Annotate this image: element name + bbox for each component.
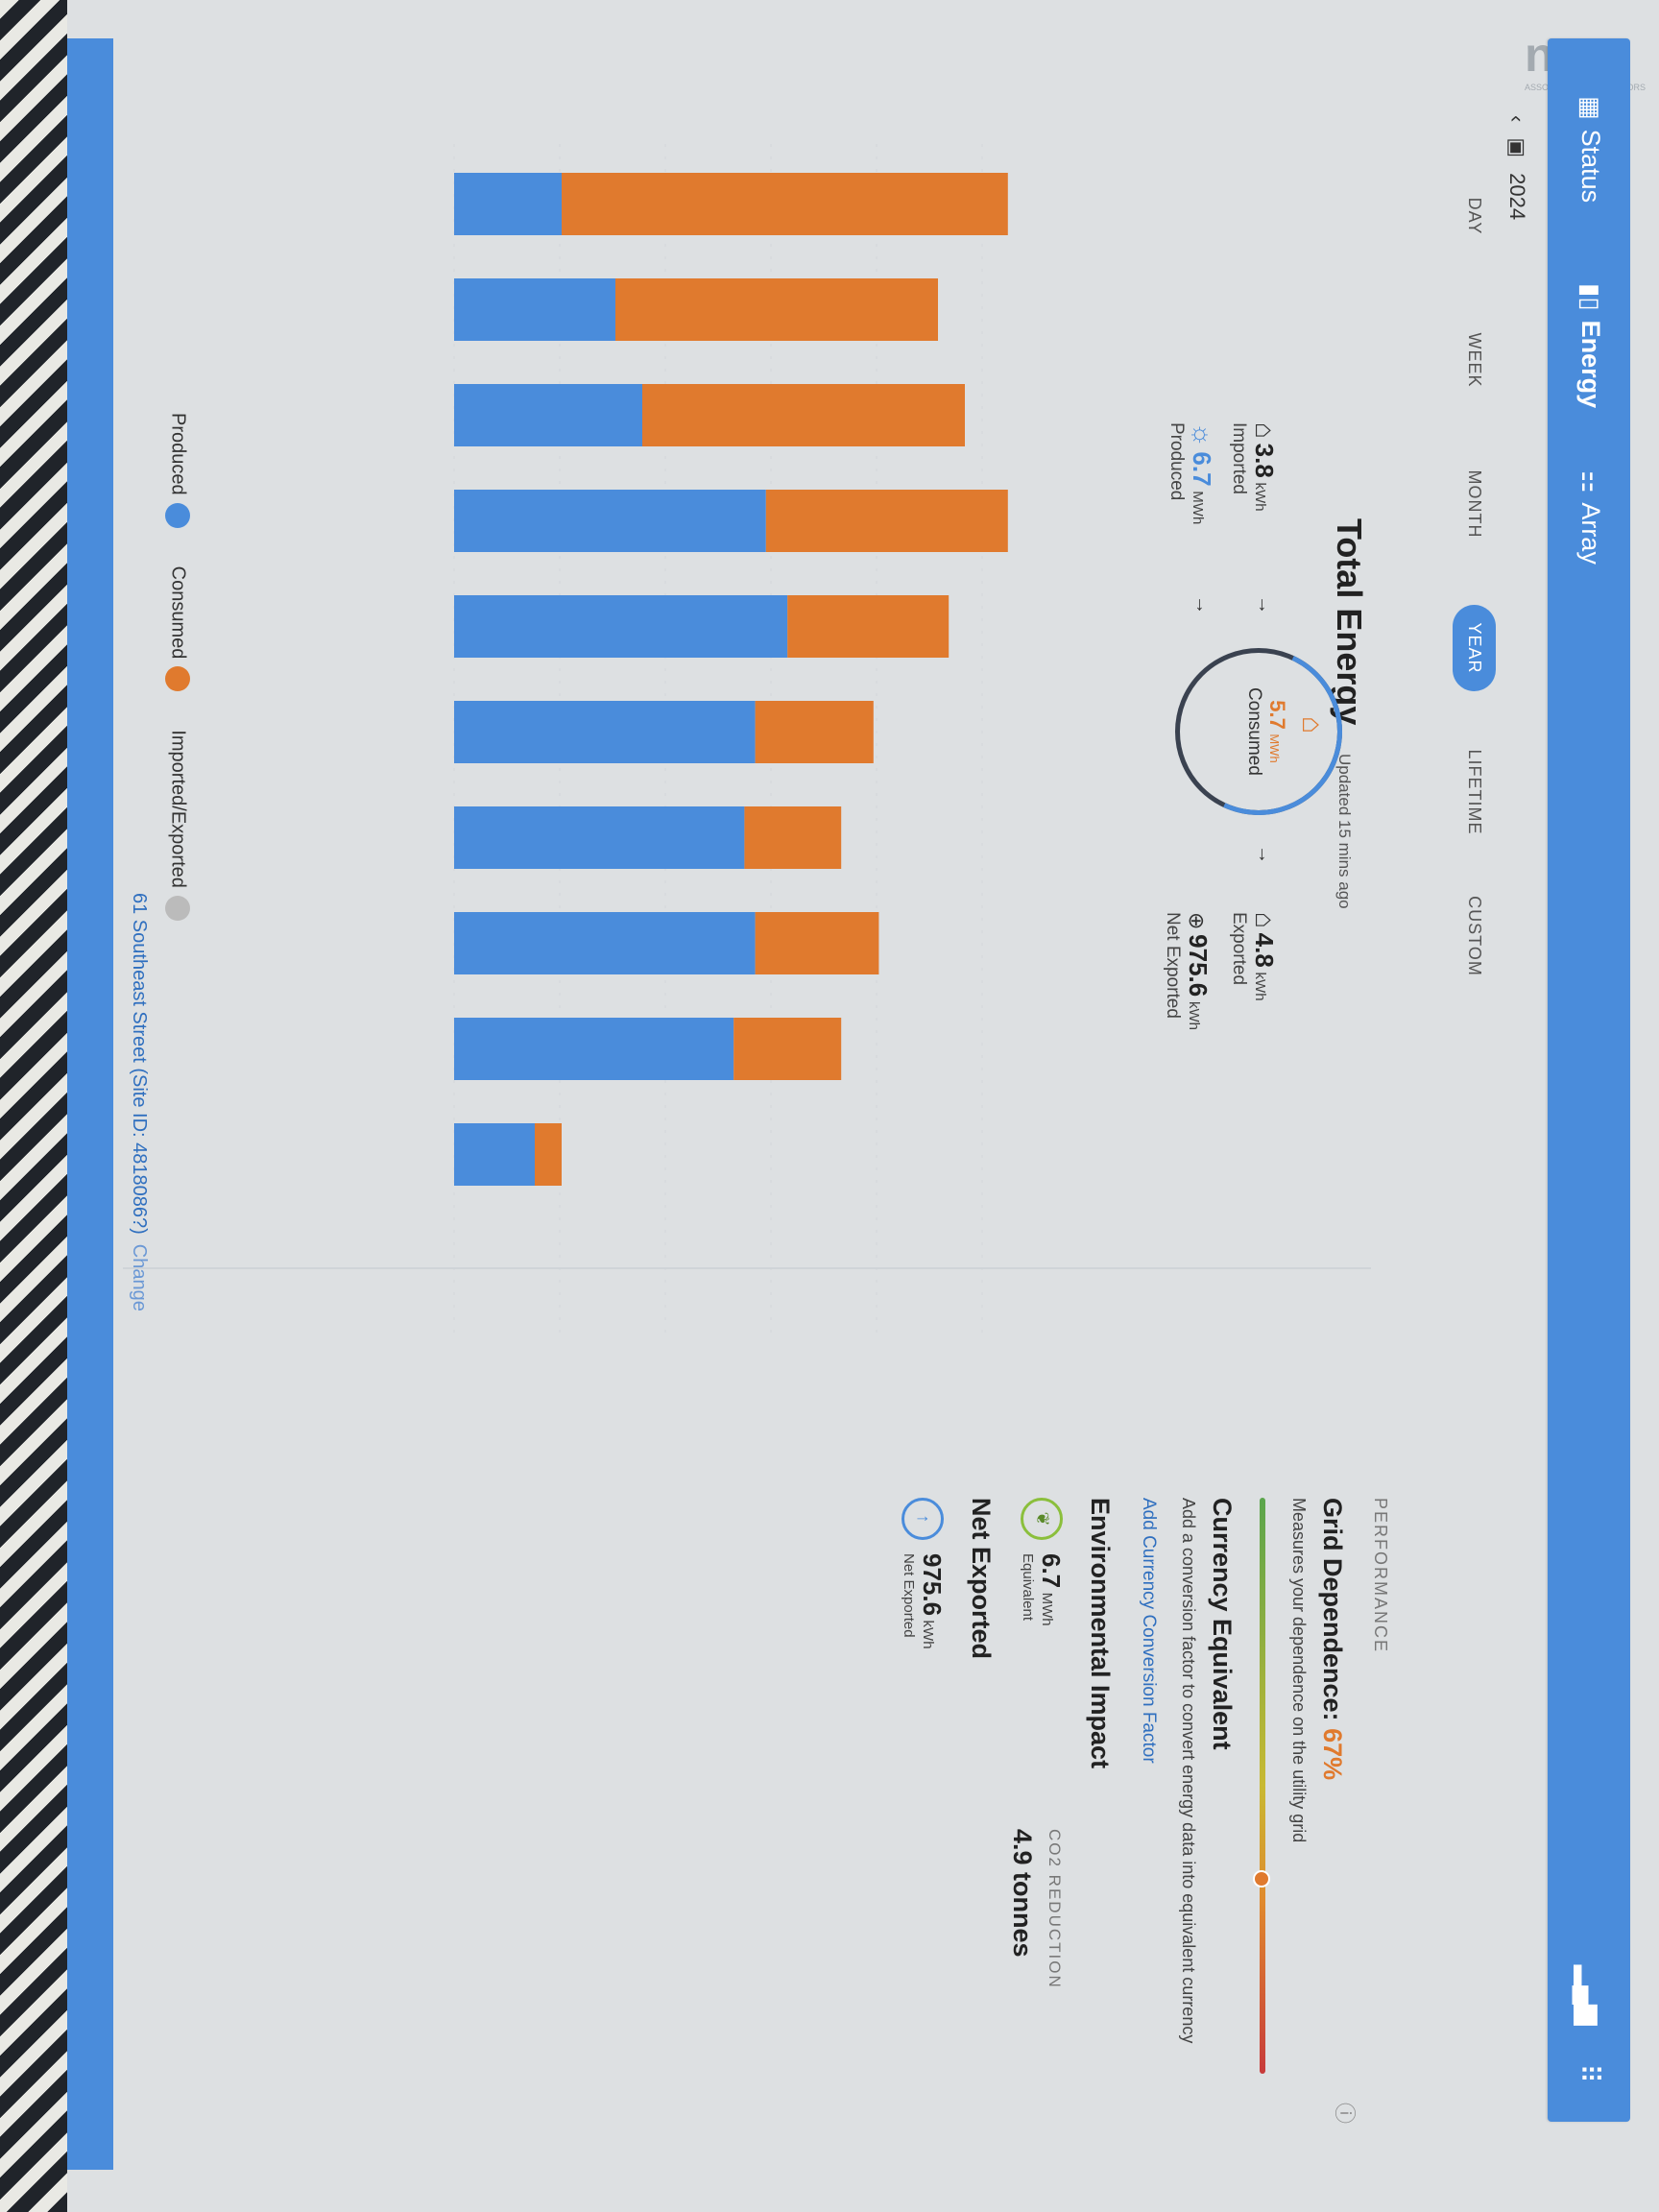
grid-icon: ▦ xyxy=(1576,96,1605,120)
bar-imported-6[interactable] xyxy=(744,806,842,869)
bar-imported-3[interactable] xyxy=(765,490,1008,552)
bar-produced-2[interactable] xyxy=(454,384,642,446)
tab-year[interactable]: YEAR xyxy=(1453,605,1496,691)
currency-title: Currency Equivalent xyxy=(1208,1498,1237,1750)
legend-imported[interactable]: Imported/Exported xyxy=(165,730,190,928)
leaf-icon: ❦ xyxy=(1021,1498,1064,1540)
bar-produced-0[interactable] xyxy=(454,173,562,235)
house-icon: ⌂ xyxy=(1296,716,1328,734)
nav-status[interactable]: ▦ Status xyxy=(1576,96,1605,204)
energy-bar-chart xyxy=(453,144,1008,1334)
arrow-right-icon: → xyxy=(1254,595,1275,614)
arrow-right-icon: → xyxy=(1191,595,1213,614)
currency-desc: Add a conversion factor to convert energ… xyxy=(1179,1498,1198,2044)
chevron-left-icon[interactable]: ‹ xyxy=(1505,115,1529,123)
grid-dependence-indicator xyxy=(1253,1870,1270,1887)
net-exported-stat: ⊕ 975.6 kWh Net Exported xyxy=(1163,912,1213,1030)
bar-produced-3[interactable] xyxy=(454,490,766,552)
bar-produced-9[interactable] xyxy=(454,1123,535,1186)
grid-view-icon[interactable]: ⠿ xyxy=(1575,2063,1604,2083)
top-nav-bar: ▦ Status ▮▯ Energy ⚏ Array ▂▄▆ ⠿ xyxy=(1548,38,1630,2122)
nav-array[interactable]: ⚏ Array xyxy=(1576,470,1605,565)
app-viewport: ▦ Status ▮▯ Energy ⚏ Array ▂▄▆ ⠿ ‹ ▣ 202… xyxy=(67,0,1659,2212)
change-site-link[interactable]: Change xyxy=(129,1243,150,1311)
bar-imported-1[interactable] xyxy=(615,278,938,341)
chart-legend: Produced Consumed Imported/Exported xyxy=(165,413,190,928)
arrow-right-icon: → xyxy=(1254,845,1275,864)
net-exported-title: Net Exported xyxy=(967,1498,996,1660)
tab-week[interactable]: WEEK xyxy=(1465,332,1484,388)
calendar-icon[interactable]: ▣ xyxy=(1505,137,1529,158)
bar-imported-5[interactable] xyxy=(755,701,874,763)
bar-imported-7[interactable] xyxy=(755,912,879,974)
bar-produced-1[interactable] xyxy=(454,278,615,341)
consumed-stat: 5.7 MWh Consumed xyxy=(1244,687,1289,776)
performance-heading: PERFORMANCE xyxy=(1371,1498,1390,1654)
nav-energy[interactable]: ▮▯ Energy xyxy=(1576,283,1605,409)
add-currency-link[interactable]: Add Currency Conversion Factor xyxy=(1139,1498,1159,1764)
sun-icon: ☼ xyxy=(1188,422,1217,447)
panel-divider xyxy=(123,1267,1371,1269)
grid-dependence-title: Grid Dependence: 67% xyxy=(1318,1498,1347,1781)
exported-stat: ⌂ 4.8 kWh Exported xyxy=(1229,912,1280,1001)
date-navigator: ‹ ▣ 2024 xyxy=(1504,115,1529,220)
updated-timestamp: Updated 15 mins ago xyxy=(1335,754,1354,909)
tab-lifetime[interactable]: LIFETIME xyxy=(1465,749,1484,835)
bar-produced-6[interactable] xyxy=(454,806,745,869)
imported-stat: ⌂ 3.8 kWh Imported xyxy=(1229,422,1280,512)
arrow-up-circle-icon: ↑ xyxy=(902,1498,945,1540)
total-energy-title: Total Energy xyxy=(1330,518,1369,726)
period-tabs: DAY WEEK MONTH YEAR LIFETIME CUSTOM xyxy=(1453,144,1496,1008)
bar-produced-4[interactable] xyxy=(454,595,788,658)
bar-imported-4[interactable] xyxy=(787,595,950,658)
co2-reduction: CO2 REDUCTION 4.9 tonnes xyxy=(1008,1829,1064,1989)
grid-dependence-desc: Measures your dependence on the utility … xyxy=(1289,1498,1309,1843)
monitor-screen: nsar ASSOCIATION OF REALTORS xyxy=(67,0,1659,2212)
date-label: 2024 xyxy=(1505,173,1529,221)
grid-tower-icon: ⌂ xyxy=(1250,422,1280,439)
footer-bar xyxy=(67,38,113,2170)
tab-custom[interactable]: CUSTOM xyxy=(1465,896,1484,976)
tab-day[interactable]: DAY xyxy=(1465,197,1484,235)
produced-stat: ☼ 6.7 MWh Produced xyxy=(1166,422,1217,525)
legend-produced[interactable]: Produced xyxy=(165,413,190,536)
bar-imported-9[interactable] xyxy=(535,1123,562,1186)
grid-tower-icon: ⌂ xyxy=(1250,912,1280,928)
tab-month[interactable]: MONTH xyxy=(1465,469,1484,539)
solar-array-icon: ⚏ xyxy=(1576,470,1605,493)
performance-panel: PERFORMANCE Grid Dependence: 67% Measure… xyxy=(900,1498,1390,2112)
site-address: 61 Southeast Street (Site ID: 4818086?)C… xyxy=(129,893,150,1311)
legend-consumed[interactable]: Consumed xyxy=(165,566,190,700)
arrow-up-circle-icon: ⊕ xyxy=(1185,912,1209,930)
bar-produced-5[interactable] xyxy=(454,701,756,763)
bar-imported-0[interactable] xyxy=(562,173,1008,235)
grid-dependence-bar xyxy=(1253,1498,1270,2074)
environmental-stat: ❦ 6.7 MWh Equivalent xyxy=(1019,1498,1066,2112)
bar-produced-7[interactable] xyxy=(454,912,756,974)
chart-view-icon[interactable]: ▂▄▆ xyxy=(1575,1964,1604,2026)
bar-imported-2[interactable] xyxy=(642,384,965,446)
bar-imported-8[interactable] xyxy=(733,1018,842,1080)
panel-net-exported-stat: ↑ 975.6 kWh Net Exported xyxy=(900,1498,947,2112)
environmental-title: Environmental Impact xyxy=(1086,1498,1115,1769)
bar-chart-icon: ▮▯ xyxy=(1576,283,1605,311)
info-icon[interactable]: ⓘ xyxy=(1333,2103,1357,2125)
bar-produced-8[interactable] xyxy=(454,1018,734,1080)
